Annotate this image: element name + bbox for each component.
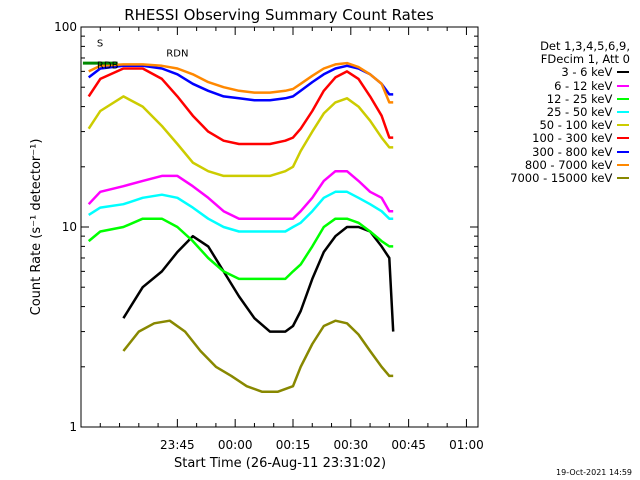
legend-swatch <box>617 111 629 114</box>
x-tick-label: 00:15 <box>276 438 311 452</box>
legend-entry: 800 - 7000 keV <box>510 157 630 172</box>
legend-swatch <box>617 97 629 100</box>
y-axis-label: Count Rate (s⁻¹ detector⁻¹) <box>29 139 44 316</box>
legend-entry-label: 800 - 7000 keV <box>524 157 616 172</box>
legend-swatch <box>617 124 629 127</box>
series-lines <box>87 61 395 394</box>
series-line <box>87 217 394 281</box>
y-tick-label: 1 <box>69 420 77 434</box>
legend-entry-label: 300 - 800 keV <box>532 144 616 159</box>
legend-entry: 12 - 25 keV <box>510 91 630 106</box>
x-tick-label: 01:00 <box>449 438 484 452</box>
legend-entry-label: 12 - 25 keV <box>546 91 616 106</box>
legend-header: Det 1,3,4,5,6,9, <box>540 39 630 53</box>
annotation-label: S <box>97 38 103 49</box>
plot-frame <box>80 26 479 428</box>
legend-entry: 300 - 800 keV <box>510 144 630 159</box>
x-tick-label: 00:00 <box>218 438 253 452</box>
x-axis-label: Start Time (26-Aug-11 23:31:02) <box>174 456 386 471</box>
y-tick-label: 10 <box>62 220 77 234</box>
annotation-label: RDB <box>97 61 119 72</box>
legend-swatch <box>617 177 629 180</box>
legend-entry-label: 50 - 100 keV <box>539 118 616 133</box>
x-tick-label: 00:30 <box>334 438 369 452</box>
x-tick-label: 23:45 <box>160 438 195 452</box>
legend-entry: 7000 - 15000 keV <box>510 171 630 186</box>
legend-swatch <box>617 163 629 166</box>
series-line <box>122 319 394 394</box>
legend-entry: 100 - 300 keV <box>510 132 630 145</box>
y-tick-label: 100 <box>54 20 77 34</box>
legend-swatch <box>617 137 629 140</box>
series-line <box>87 95 394 178</box>
legend-entry-label: 3 - 6 keV <box>561 65 616 80</box>
x-tick-label: 00:45 <box>391 438 426 452</box>
legend-entry: 3 - 6 keV <box>510 66 630 79</box>
legend-swatch <box>617 84 629 87</box>
annotation-label: RDN <box>166 49 188 60</box>
annotations: S RDN RDB <box>82 38 188 72</box>
y-axis-ticks: 1 10 100 <box>54 20 478 434</box>
footer-timestamp: 19-Oct-2021 14:59 <box>556 468 632 477</box>
legend-entry: 50 - 100 keV <box>510 119 630 132</box>
legend-header: FDecim 1, Att 0 <box>540 52 630 67</box>
series-line <box>122 225 395 333</box>
series-line <box>87 67 394 146</box>
series-line <box>88 190 394 233</box>
legend-entry: 6 - 12 keV <box>510 78 630 93</box>
chart-title: RHESSI Observing Summary Count Rates <box>124 6 434 24</box>
legend-entry-label: 7000 - 15000 keV <box>510 171 616 186</box>
x-axis-ticks: 23:45 00:00 00:15 00:30 00:45 01:00 <box>80 27 484 452</box>
legend-swatch <box>617 150 629 153</box>
legend-entry-label: 100 - 300 keV <box>532 131 616 146</box>
legend-entry: 25 - 50 keV <box>510 105 630 120</box>
legend-entry-label: 6 - 12 keV <box>554 78 616 93</box>
series-line <box>87 169 394 220</box>
legend-swatch <box>617 71 629 74</box>
legend-entry-label: 25 - 50 keV <box>546 105 616 120</box>
series-line <box>88 61 394 104</box>
